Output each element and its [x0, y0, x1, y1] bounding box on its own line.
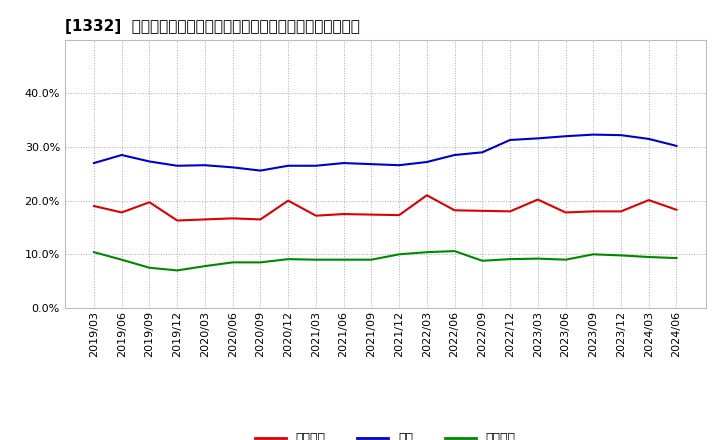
売上債権	[117, 210, 126, 215]
買入債務	[672, 256, 681, 261]
売上債権	[616, 209, 625, 214]
売上債権	[423, 193, 431, 198]
買入債務	[505, 257, 514, 262]
買入債務	[367, 257, 376, 262]
在庫	[145, 159, 154, 164]
買入債務	[478, 258, 487, 264]
売上債権	[256, 217, 265, 222]
Text: [1332]  売上債権、在庫、買入債務の総資産に対する比率の推移: [1332] 売上債権、在庫、買入債務の総資産に対する比率の推移	[65, 19, 360, 34]
Legend: 売上債権, 在庫, 買入債務: 売上債権, 在庫, 買入債務	[250, 427, 521, 440]
売上債権	[534, 197, 542, 202]
在庫	[256, 168, 265, 173]
売上債権	[478, 208, 487, 213]
買入債務	[312, 257, 320, 262]
買入債務	[228, 260, 237, 265]
買入債務	[145, 265, 154, 270]
在庫	[173, 163, 181, 169]
在庫	[228, 165, 237, 170]
在庫	[367, 161, 376, 167]
在庫	[478, 150, 487, 155]
買入債務	[450, 249, 459, 254]
買入債務	[644, 254, 653, 260]
在庫	[672, 143, 681, 149]
買入債務	[201, 264, 210, 269]
買入債務	[339, 257, 348, 262]
在庫	[201, 162, 210, 168]
在庫	[589, 132, 598, 137]
売上債権	[201, 217, 210, 222]
在庫	[117, 152, 126, 158]
Line: 売上債権: 売上債権	[94, 195, 677, 220]
在庫	[339, 161, 348, 166]
売上債権	[145, 200, 154, 205]
在庫	[312, 163, 320, 169]
在庫	[534, 136, 542, 141]
Line: 在庫: 在庫	[94, 135, 677, 171]
売上債権	[339, 211, 348, 216]
買入債務	[395, 252, 403, 257]
売上債権	[173, 218, 181, 223]
Line: 買入債務: 買入債務	[94, 251, 677, 271]
買入債務	[117, 257, 126, 262]
在庫	[284, 163, 292, 169]
売上債権	[395, 213, 403, 218]
売上債権	[561, 210, 570, 215]
買入債務	[561, 257, 570, 262]
売上債権	[644, 198, 653, 203]
売上債権	[312, 213, 320, 218]
売上債権	[367, 212, 376, 217]
在庫	[423, 159, 431, 165]
売上債権	[450, 208, 459, 213]
売上債権	[672, 207, 681, 213]
在庫	[644, 136, 653, 142]
買入債務	[89, 249, 98, 255]
買入債務	[589, 252, 598, 257]
在庫	[505, 137, 514, 143]
買入債務	[423, 249, 431, 255]
売上債権	[89, 203, 98, 209]
売上債権	[589, 209, 598, 214]
売上債権	[228, 216, 237, 221]
買入債務	[284, 257, 292, 262]
在庫	[395, 162, 403, 168]
在庫	[89, 161, 98, 166]
買入債務	[616, 253, 625, 258]
在庫	[450, 152, 459, 158]
売上債権	[284, 198, 292, 203]
売上債権	[505, 209, 514, 214]
買入債務	[173, 268, 181, 273]
買入債務	[256, 260, 265, 265]
買入債務	[534, 256, 542, 261]
在庫	[561, 134, 570, 139]
在庫	[616, 132, 625, 138]
